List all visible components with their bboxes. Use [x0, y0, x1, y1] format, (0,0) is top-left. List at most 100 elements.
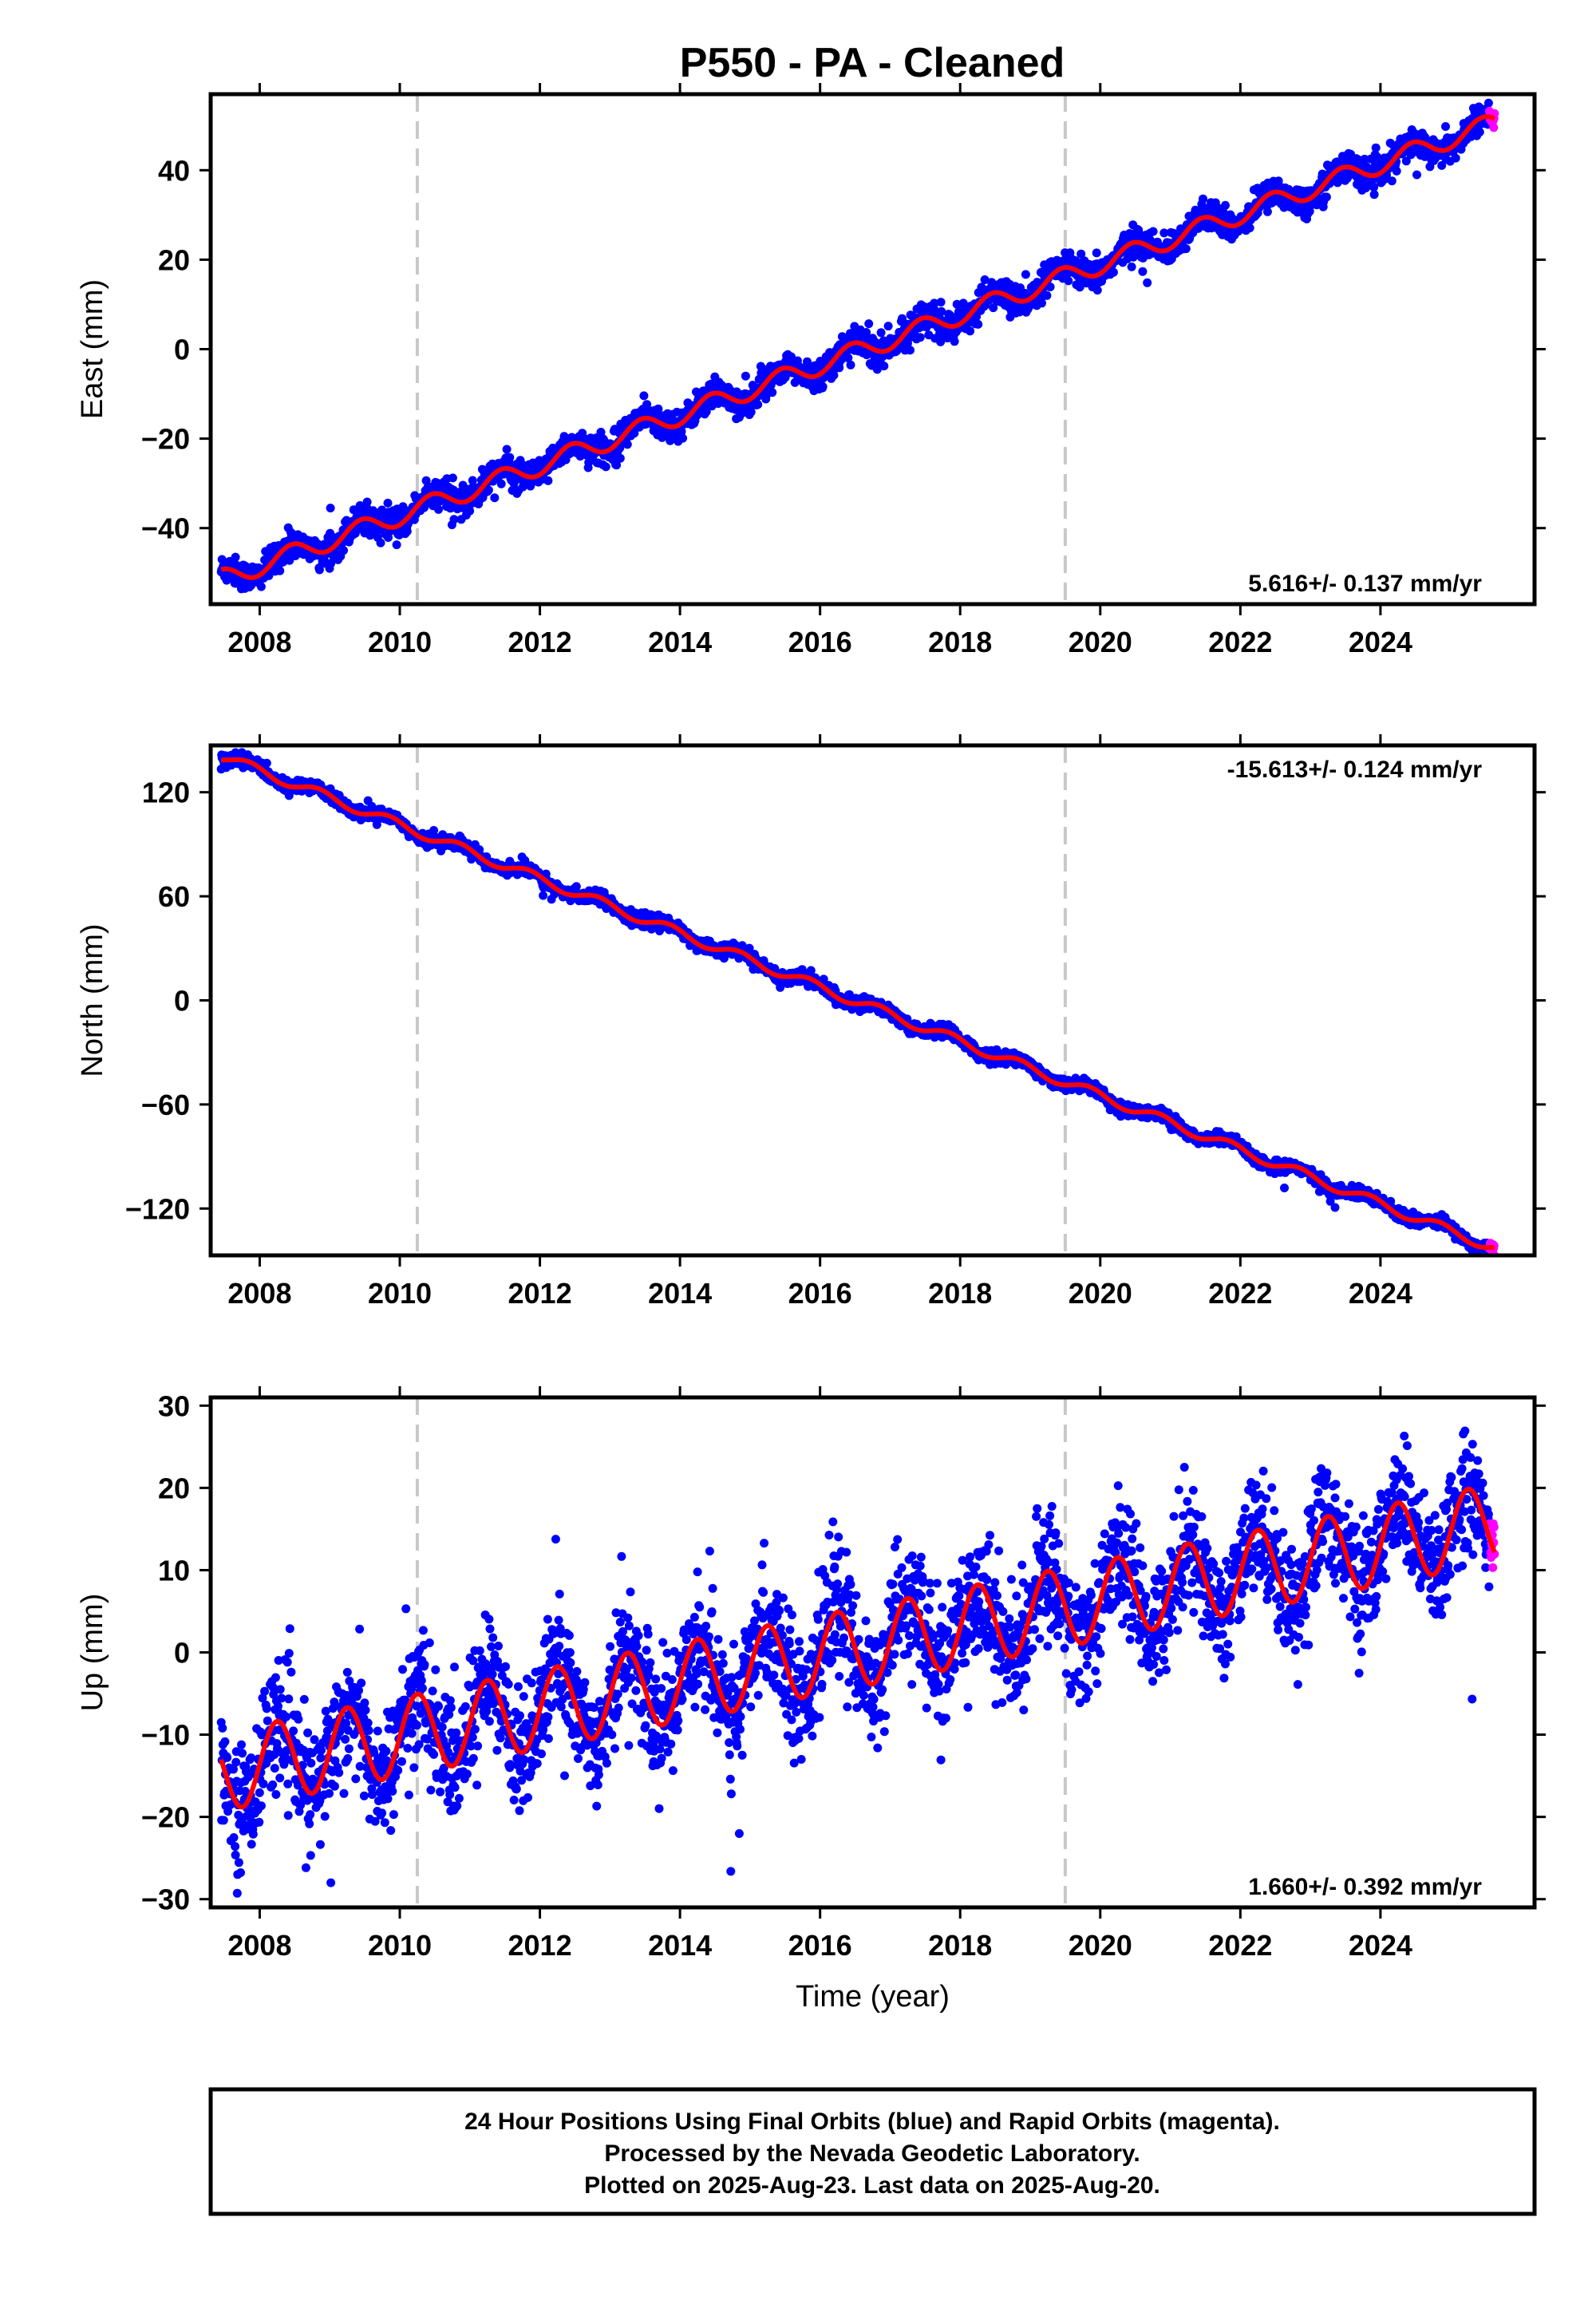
final-orbit-point: [1412, 170, 1421, 180]
east-rate-label: 5.616+/- 0.137 mm/yr: [1248, 571, 1482, 597]
figure-title: P550 - PA - Cleaned: [680, 40, 1065, 86]
final-orbit-point: [1305, 207, 1314, 216]
final-orbit-point: [980, 275, 990, 284]
final-orbit-point: [1369, 183, 1379, 192]
y-tick-label: −20: [141, 423, 190, 456]
north-panel: 2008 2010 2012 2014 2016 2018 2020 2022 2024−120…: [76, 734, 1546, 1310]
final-orbit-point: [639, 391, 649, 401]
final-orbit-point: [966, 326, 975, 336]
final-orbit-point: [1392, 166, 1401, 176]
final-orbit-point: [701, 407, 711, 417]
rapid-orbit-point: [1489, 123, 1499, 132]
final-orbit-point: [1451, 153, 1460, 163]
final-orbit-point: [496, 479, 506, 488]
final-orbit-point: [1245, 223, 1254, 233]
y-tick-label: 40: [158, 154, 190, 187]
final-orbit-point: [936, 298, 946, 307]
final-orbit-point: [601, 462, 610, 472]
final-orbit-point: [1360, 154, 1369, 164]
final-orbit-point: [936, 337, 946, 346]
final-orbit-point: [1108, 267, 1118, 277]
final-orbit-point: [484, 485, 493, 495]
final-orbit-point: [862, 328, 871, 337]
final-orbit-point: [1092, 248, 1101, 258]
final-orbit-point: [1437, 160, 1447, 170]
x-tick-label: 2012: [508, 626, 572, 658]
x-tick-label: 2024: [1349, 626, 1412, 658]
final-orbit-point: [937, 306, 946, 316]
east-y-axis-label: East (mm): [76, 279, 109, 419]
final-orbit-point: [906, 346, 915, 355]
final-orbit-point: [543, 476, 553, 485]
x-tick-label: 2022: [1208, 626, 1272, 658]
final-orbit-point: [741, 371, 750, 381]
final-orbit-point: [1045, 283, 1055, 291]
x-tick-label: 2016: [788, 626, 852, 658]
final-orbit-point: [1441, 122, 1450, 131]
x-tick-label: 2014: [648, 626, 712, 658]
x-tick-label: 2010: [368, 626, 432, 658]
final-orbit-point: [883, 322, 893, 331]
final-orbit-point: [1077, 249, 1086, 259]
final-orbit-point: [1075, 283, 1084, 292]
final-orbit-point: [539, 891, 548, 900]
final-orbit-point: [1262, 207, 1272, 216]
final-orbit-point: [509, 479, 519, 488]
final-orbit-point: [1143, 278, 1152, 287]
final-orbit-point: [746, 407, 756, 417]
final-orbit-point: [502, 445, 512, 454]
east-panel: 2008 2010 2012 2014 2016 2018 2020 2022 2024−40−…: [76, 83, 1546, 658]
final-orbit-point: [930, 298, 939, 308]
final-orbit-point: [1387, 176, 1396, 186]
final-orbit-point: [1219, 207, 1228, 217]
final-orbit-point: [1221, 200, 1230, 210]
final-orbit-point: [879, 362, 889, 371]
final-orbit-point: [677, 427, 686, 437]
final-orbit-point: [256, 582, 266, 591]
final-orbit-point: [950, 337, 959, 346]
x-tick-label: 2008: [227, 626, 291, 658]
final-orbit-point: [768, 388, 777, 397]
final-orbit-point: [275, 566, 285, 575]
final-orbit-point: [1274, 176, 1283, 186]
final-orbit-point: [876, 328, 886, 338]
final-orbit-point: [612, 460, 622, 470]
final-orbit-point: [1369, 190, 1379, 200]
final-orbit-point: [465, 506, 475, 516]
final-orbit-point: [1037, 298, 1046, 308]
final-orbit-point: [615, 453, 625, 463]
final-orbit-point: [989, 303, 998, 313]
final-orbit-point: [678, 433, 688, 443]
final-orbit-point: [449, 515, 459, 524]
final-orbit-point: [1021, 270, 1030, 279]
final-orbit-point: [1371, 143, 1381, 152]
y-tick-label: −40: [141, 512, 190, 545]
final-orbit-point: [1127, 262, 1136, 271]
final-orbit-point: [1475, 128, 1484, 136]
final-orbit-point: [1064, 276, 1073, 286]
final-orbit-point: [468, 476, 477, 485]
final-orbit-point: [1321, 192, 1331, 202]
final-orbit-point: [571, 882, 581, 891]
final-orbit-point: [974, 319, 983, 329]
final-orbit-point: [1199, 194, 1207, 204]
final-orbit-point: [835, 363, 844, 373]
final-orbit-point: [1092, 286, 1102, 295]
final-orbit-point: [1138, 267, 1148, 276]
final-orbit-point: [383, 498, 393, 508]
final-orbit-point: [915, 333, 925, 342]
final-orbit-point: [1401, 156, 1411, 166]
final-orbit-point: [231, 552, 240, 562]
final-orbit-point: [818, 381, 828, 391]
final-orbit-point: [377, 505, 387, 515]
panels: 2008 2010 2012 2014 2016 2018 2020 2022 2024−40−…: [76, 83, 1546, 2014]
final-orbit-point: [1159, 228, 1169, 238]
final-orbit-point: [314, 565, 324, 575]
final-orbit-point: [622, 440, 632, 449]
final-orbit-point: [376, 538, 385, 547]
final-orbit-point: [326, 504, 335, 513]
final-orbit-point: [1483, 98, 1493, 108]
final-orbit-point: [864, 319, 874, 329]
final-orbit-point: [434, 504, 443, 514]
